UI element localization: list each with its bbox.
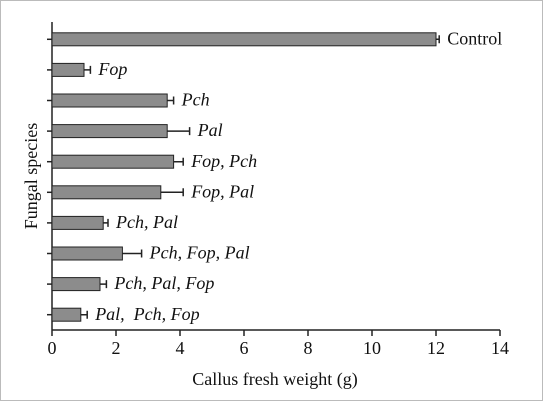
x-tick-label: 14: [491, 338, 509, 358]
category-label: Pch, Pal: [115, 212, 178, 232]
category-label: Pal: [197, 120, 223, 140]
error-bar: [80, 310, 88, 319]
y-axis-label: Fungal species: [21, 123, 41, 229]
category-label: Pch: [181, 90, 210, 110]
bar: [51, 154, 175, 169]
error-bar: [122, 249, 143, 258]
bar: [51, 32, 437, 47]
error-bar: [100, 280, 108, 289]
category-label: Fop, Pch: [190, 151, 257, 171]
bar: [51, 215, 104, 230]
error-bar: [436, 35, 440, 44]
error-bar: [103, 218, 109, 227]
error-bar: [84, 65, 92, 74]
x-tick-label: 0: [48, 338, 57, 358]
bar: [51, 185, 162, 200]
category-label: Fop: [97, 59, 127, 79]
x-axis-label: Callus fresh weight (g): [192, 369, 357, 390]
error-bar: [167, 96, 175, 105]
bar: [51, 124, 168, 139]
category-label: Pch, Fop, Pal: [149, 243, 250, 263]
x-tick-label: 2: [112, 338, 121, 358]
category-label: Control: [447, 28, 502, 48]
bar: [51, 62, 85, 77]
x-tick-label: 8: [304, 338, 313, 358]
category-label: Fop, Pal: [190, 181, 254, 201]
x-tick-label: 10: [363, 338, 381, 358]
bar: [51, 307, 82, 322]
error-bar: [167, 127, 191, 136]
category-label: Pal, Pch, Fop: [94, 304, 199, 324]
x-tick-label: 12: [427, 338, 445, 358]
category-label: Pch, Pal, Fop: [113, 273, 214, 293]
x-tick-label: 4: [176, 338, 185, 358]
bar: [51, 246, 123, 261]
x-tick-label: 6: [240, 338, 249, 358]
bar: [51, 93, 168, 108]
error-bar: [160, 188, 184, 197]
bar: [51, 277, 101, 292]
error-bar: [173, 157, 184, 166]
